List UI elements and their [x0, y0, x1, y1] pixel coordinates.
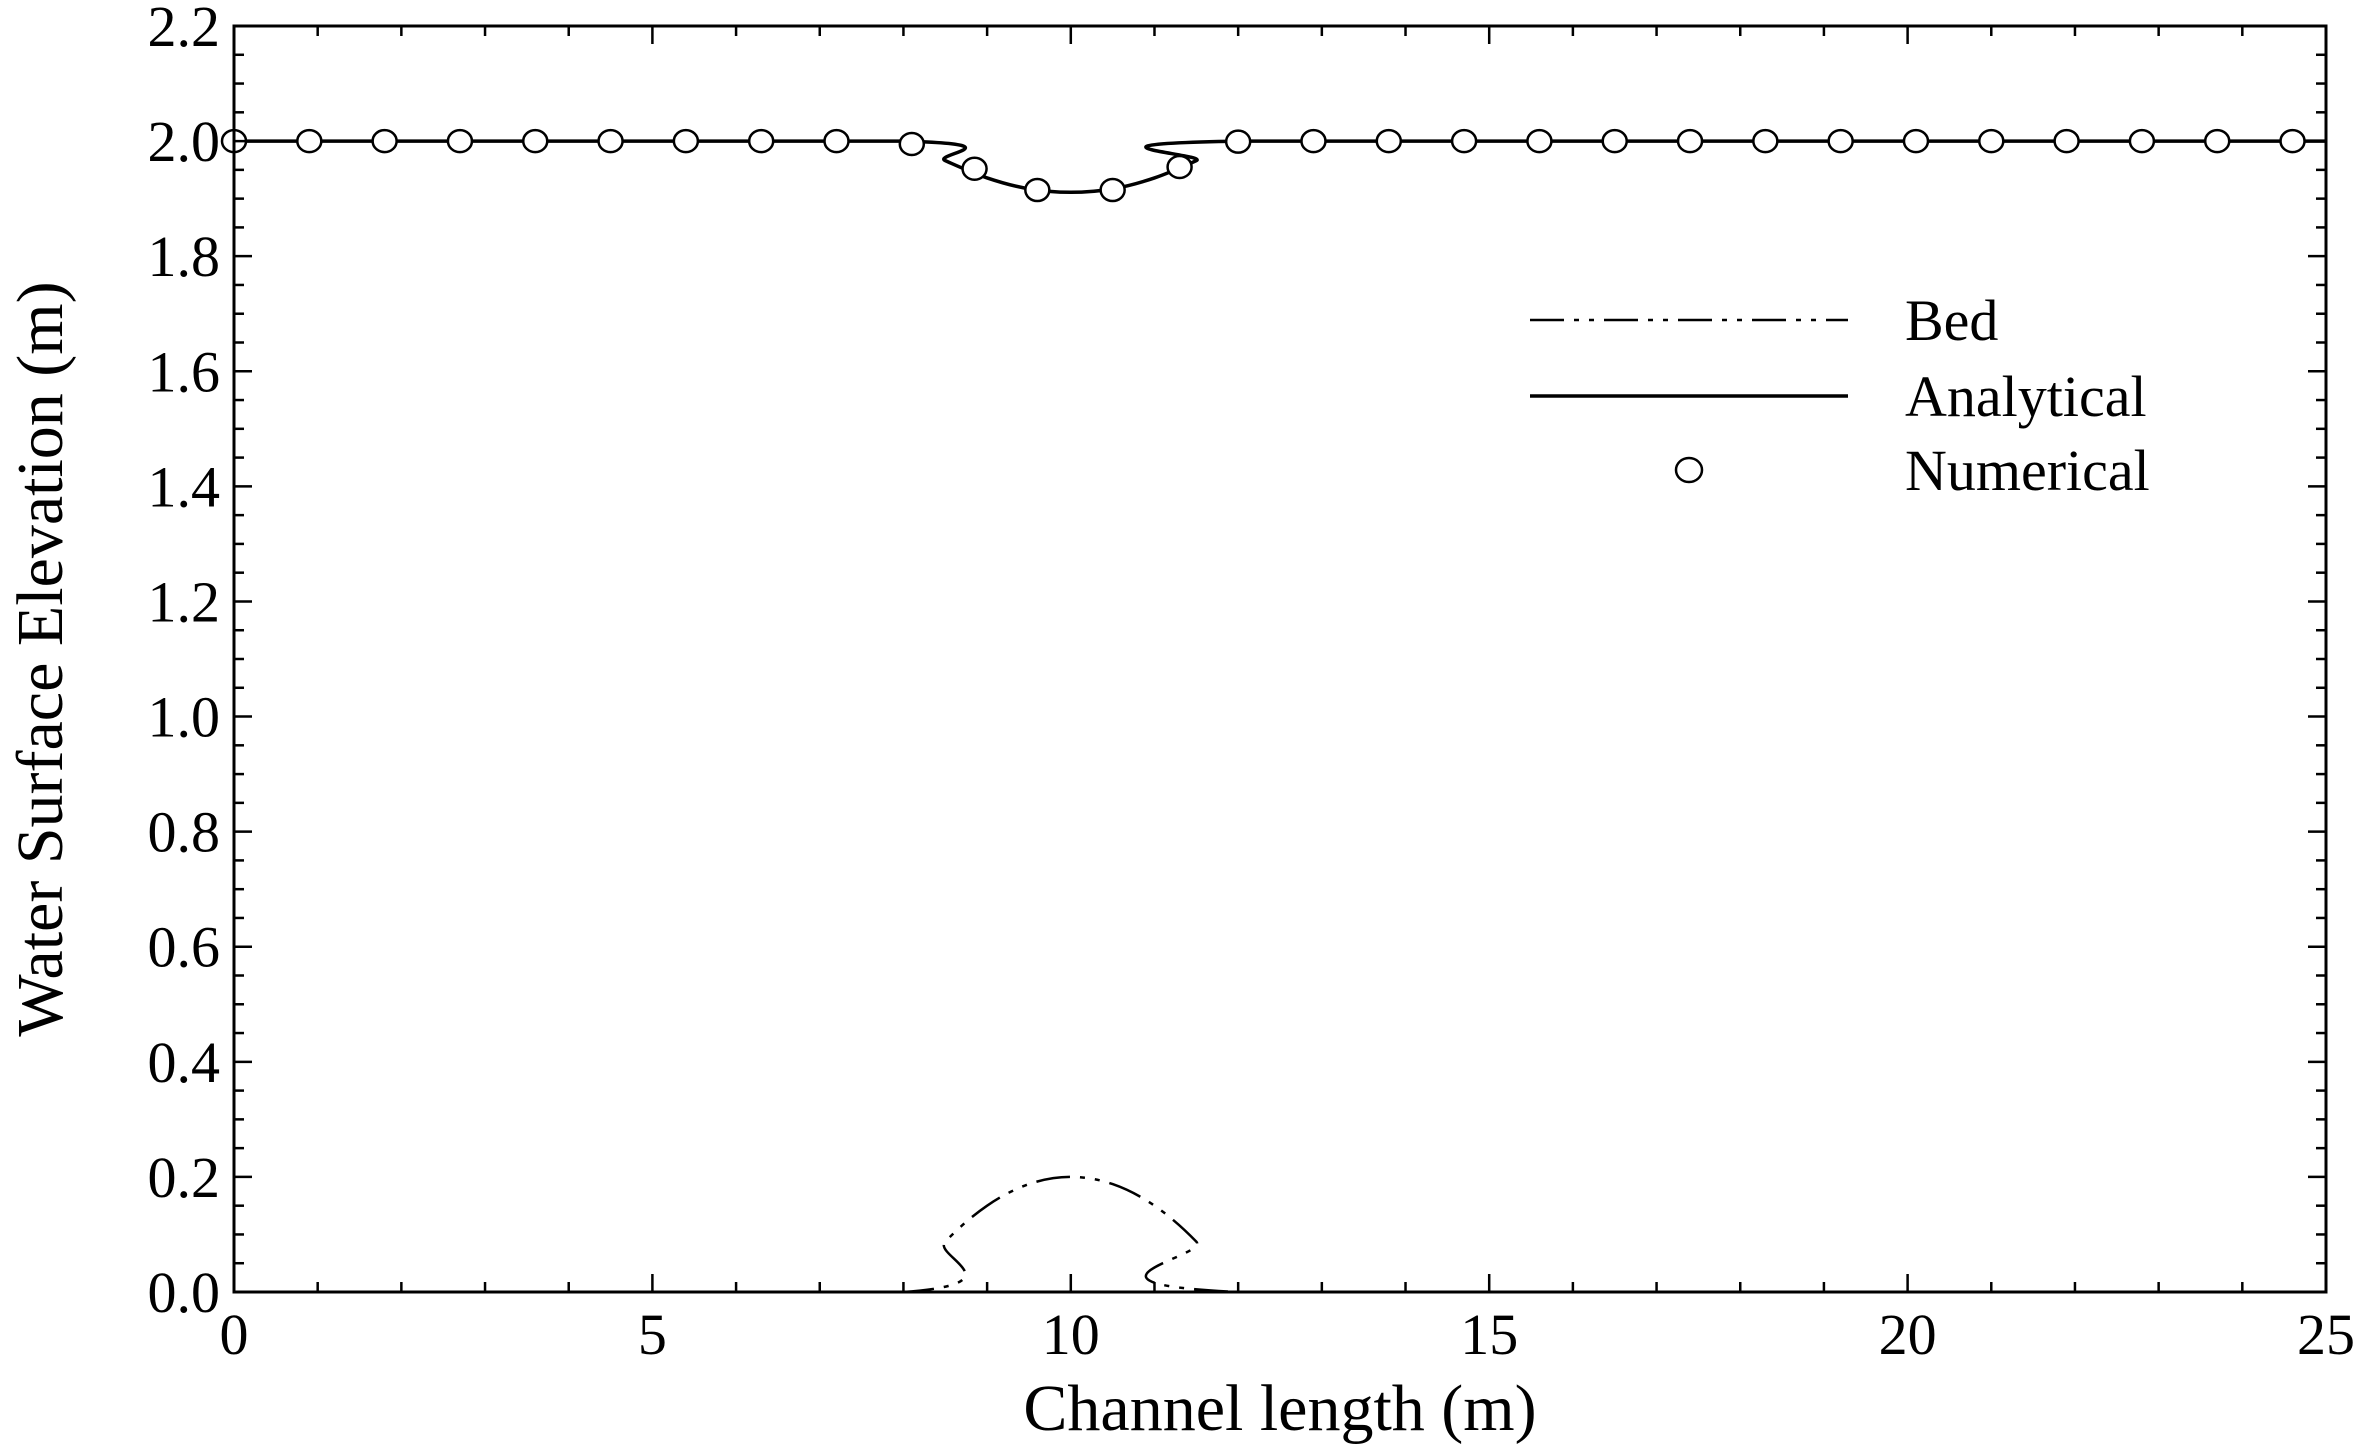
analytical-line — [234, 139, 2326, 195]
numerical-point — [2128, 128, 2156, 154]
numerical-point — [747, 128, 775, 154]
bed-line — [234, 1175, 2326, 1294]
numerical-point — [1526, 128, 1553, 154]
x-tick-label: 0 — [220, 1302, 249, 1367]
numerical-point — [521, 128, 549, 154]
legend-bed-label: Bed — [1905, 288, 1998, 353]
legend-numerical-marker — [1674, 456, 1704, 484]
x-tick-label: 15 — [1460, 1302, 1518, 1367]
x-tick-label: 10 — [1042, 1302, 1100, 1367]
numerical-point — [1166, 154, 1193, 180]
numerical-point — [446, 128, 474, 154]
y-tick-label: 1.6 — [148, 339, 221, 404]
numerical-point — [1601, 128, 1628, 154]
numerical-point — [1978, 128, 2005, 154]
plot-frame — [232, 24, 2328, 1294]
x-tick-label: 20 — [1879, 1302, 1937, 1367]
legend-analytical-label: Analytical — [1905, 364, 2147, 429]
numerical-point — [1099, 177, 1126, 203]
numerical-point — [2279, 128, 2306, 154]
numerical-point — [2053, 128, 2080, 154]
x-tick-label: 5 — [638, 1302, 667, 1367]
y-tick-label: 1.2 — [148, 569, 221, 634]
y-tick-label: 0.4 — [148, 1030, 221, 1095]
numerical-point — [371, 128, 398, 154]
numerical-point — [2203, 128, 2231, 154]
y-tick-label: 0.8 — [148, 800, 221, 865]
numerical-point — [1224, 129, 1252, 154]
y-tick-label: 0.6 — [148, 915, 221, 980]
numerical-point — [1902, 128, 1930, 154]
numerical-point — [1375, 128, 1403, 154]
numerical-point — [296, 128, 323, 154]
y-tick-label: 2.2 — [148, 0, 221, 59]
numerical-point — [898, 131, 926, 157]
y-tick-label: 0.2 — [148, 1145, 221, 1210]
y-tick-label: 1.4 — [148, 454, 221, 519]
x-tick-label: 25 — [2297, 1302, 2355, 1367]
numerical-point — [1300, 128, 1327, 154]
y-tick-label: 1.0 — [148, 685, 221, 750]
legend-numerical-label: Numerical — [1905, 438, 2150, 503]
numerical-point — [823, 128, 850, 154]
y-tick-label: 0.0 — [148, 1260, 221, 1325]
numerical-point — [1676, 128, 1704, 154]
numerical-point — [1752, 128, 1779, 154]
y-tick-label: 1.8 — [148, 224, 221, 289]
x-axis-title: Channel length (m) — [1023, 1372, 1536, 1445]
numerical-point — [1450, 128, 1478, 154]
numerical-point — [1024, 177, 1051, 203]
numerical-point — [597, 128, 624, 154]
y-axis-title: Water Surface Elevation (m) — [4, 281, 77, 1036]
numerical-point — [1827, 128, 1854, 154]
numerical-point — [672, 128, 700, 154]
y-tick-label: 2.0 — [148, 109, 221, 174]
numerical-point — [961, 156, 988, 181]
